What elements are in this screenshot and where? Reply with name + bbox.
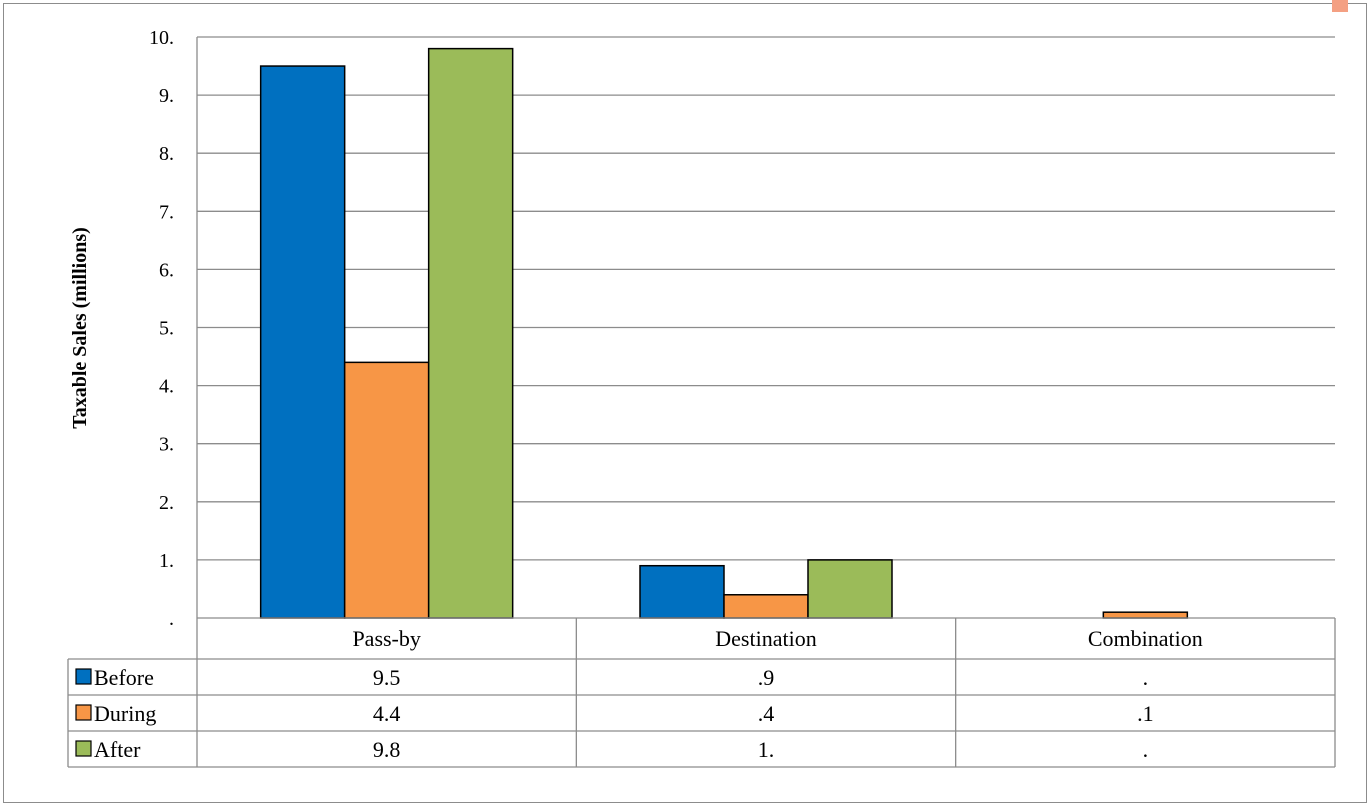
- y-tick-label: .: [169, 608, 174, 630]
- data-label: .4: [758, 701, 775, 726]
- legend-key-after: [75, 740, 92, 757]
- data-label: .9: [758, 665, 775, 690]
- bar-during: [723, 594, 809, 619]
- legend-label: During: [94, 701, 156, 726]
- y-tick-label: 9.: [159, 85, 174, 107]
- category-label: Combination: [1088, 626, 1203, 651]
- legend-label: After: [94, 737, 141, 762]
- y-tick-label: 4.: [159, 376, 174, 398]
- y-tick-label: 5.: [159, 318, 174, 340]
- y-tick-label: 3.: [159, 434, 174, 456]
- data-label: 9.5: [373, 665, 401, 690]
- bar-after: [807, 559, 893, 619]
- data-label: 4.4: [373, 701, 401, 726]
- data-label: 9.8: [373, 737, 401, 762]
- data-label: .1: [1137, 701, 1154, 726]
- bar-before: [259, 65, 346, 619]
- legend-key-during: [75, 704, 92, 721]
- grid-lines: [196, 36, 1335, 618]
- data-label: 1.: [758, 737, 775, 762]
- category-label: Destination: [715, 626, 816, 651]
- y-tick-label: 2.: [159, 492, 174, 514]
- y-tick-labels: . 1. 2. 3. 4. 5. 6. 7. 8. 9. 10.: [149, 27, 174, 630]
- bar-after: [427, 47, 514, 619]
- y-tick-label: 10.: [149, 27, 174, 49]
- legend-label: Before: [94, 665, 154, 690]
- y-axis-title: Taxable Sales (millions): [69, 227, 91, 429]
- y-tick-label: 6.: [159, 259, 174, 281]
- bar-before: [639, 564, 725, 619]
- y-tick-label: 1.: [159, 550, 174, 572]
- data-label: .: [1143, 665, 1149, 690]
- bar-during: [343, 361, 430, 619]
- legend-key-before: [75, 668, 92, 685]
- chart-frame: [3, 3, 1367, 803]
- bar-during: [1102, 611, 1189, 619]
- corner-marker: [1332, 0, 1348, 12]
- category-label: Pass-by: [352, 626, 420, 651]
- y-tick-label: 7.: [159, 201, 174, 223]
- bars: [259, 47, 1189, 619]
- y-tick-label: 8.: [159, 143, 174, 165]
- data-label: .: [1143, 737, 1149, 762]
